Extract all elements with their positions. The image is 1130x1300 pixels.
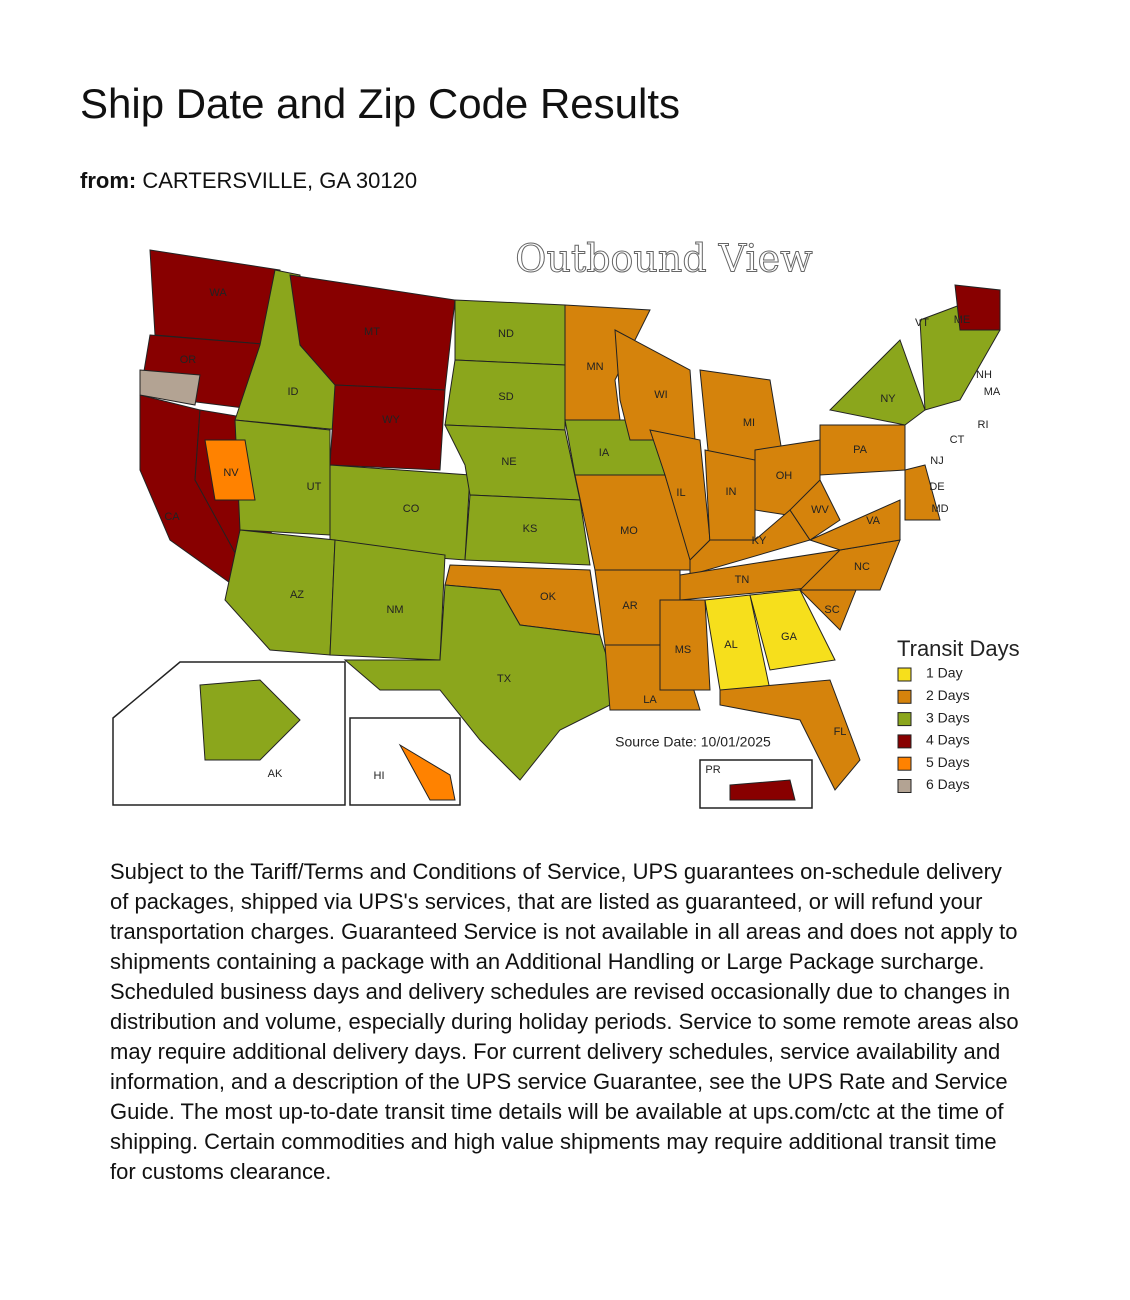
state-label: UT xyxy=(307,481,322,493)
state-label: CO xyxy=(403,503,420,515)
legend-label: 3 Days xyxy=(926,709,970,725)
state-label: VA xyxy=(866,515,881,527)
puerto-rico-inset xyxy=(699,759,813,809)
state-label: AK xyxy=(268,768,283,780)
state-label: SD xyxy=(498,391,513,403)
state-label: CA xyxy=(164,511,180,523)
state-label: NJ xyxy=(930,455,943,467)
state-label: FL xyxy=(834,726,847,738)
region xyxy=(343,584,621,781)
state-label: MO xyxy=(620,525,638,537)
map-title: Outbound View xyxy=(515,237,813,281)
region xyxy=(564,304,651,421)
legend-swatch xyxy=(897,689,912,704)
region xyxy=(398,743,456,801)
region xyxy=(789,479,841,541)
state-label: ME xyxy=(954,314,971,326)
state-label: RI xyxy=(978,419,989,431)
state-label: NH xyxy=(976,369,992,381)
region xyxy=(904,464,941,521)
state-label: NV xyxy=(223,467,239,479)
region xyxy=(329,539,446,661)
state-label: WA xyxy=(209,287,227,299)
state-label: ID xyxy=(288,386,299,398)
state-label: GA xyxy=(781,631,798,643)
state-label: HI xyxy=(374,770,385,782)
hawaii-inset xyxy=(349,717,461,806)
state-label: AZ xyxy=(290,589,304,601)
state-label: MT xyxy=(364,326,380,338)
legend-swatch xyxy=(897,756,912,771)
origin: from: CARTERSVILLE, GA 30120 xyxy=(80,168,417,194)
state-label: NE xyxy=(501,456,516,468)
state-label: MI xyxy=(743,417,755,429)
state-label: OH xyxy=(776,470,793,482)
state-label: MD xyxy=(931,503,948,515)
disclaimer: Subject to the Tariff/Terms and Conditio… xyxy=(110,859,1019,1184)
region xyxy=(199,679,301,761)
legend-swatch xyxy=(897,712,912,727)
origin-value: CARTERSVILLE, GA 30120 xyxy=(142,168,418,193)
state-label: WV xyxy=(811,504,829,516)
region xyxy=(659,599,711,691)
state-label: KY xyxy=(752,535,767,547)
state-label: NC xyxy=(854,561,870,573)
legend-label: 4 Days xyxy=(926,732,970,748)
alaska-inset xyxy=(112,661,346,806)
region xyxy=(749,589,836,671)
region xyxy=(719,679,861,791)
legend-title: Transit Days xyxy=(897,636,1020,661)
region xyxy=(464,494,591,566)
state-label: WY xyxy=(382,414,400,426)
region xyxy=(828,339,926,426)
state-label: LA xyxy=(643,694,657,706)
state-label: OR xyxy=(180,354,197,366)
legend-swatch xyxy=(897,734,912,749)
state-label: AR xyxy=(622,600,637,612)
transit-map: Outbound View Source Date: 10/01/2025 Tr… xyxy=(112,236,1020,809)
region xyxy=(808,499,901,551)
region xyxy=(204,439,256,501)
state-label: KS xyxy=(523,523,538,535)
legend-label: 2 Days xyxy=(926,687,970,703)
state-label: TX xyxy=(497,673,512,685)
state-label: MA xyxy=(984,386,1001,398)
state-label: ND xyxy=(498,328,514,340)
region xyxy=(954,284,1001,331)
state-label: PR xyxy=(705,764,720,776)
state-label: AL xyxy=(724,639,737,651)
source-date: Source Date: 10/01/2025 xyxy=(615,734,771,750)
legend-swatch xyxy=(897,779,912,793)
state-label: IA xyxy=(599,447,610,459)
legend-label: 1 Day xyxy=(926,665,963,681)
region xyxy=(224,529,336,656)
state-label: DE xyxy=(929,481,944,493)
state-label: CT xyxy=(950,434,965,446)
state-label: WI xyxy=(654,389,667,401)
region xyxy=(614,329,696,441)
page-title: Ship Date and Zip Code Results xyxy=(80,80,680,127)
state-label: IN xyxy=(726,486,737,498)
state-label: MN xyxy=(586,361,603,373)
region xyxy=(329,384,446,471)
region xyxy=(729,779,796,801)
state-label: PA xyxy=(853,444,868,456)
origin-label: from: xyxy=(80,168,137,193)
state-label: VT xyxy=(915,317,929,329)
state-label: NM xyxy=(386,604,403,616)
state-label: NY xyxy=(880,393,896,405)
legend-label: 5 Days xyxy=(926,754,970,770)
state-label: OK xyxy=(540,591,557,603)
state-label: IL xyxy=(676,487,685,499)
legend-label: 6 Days xyxy=(926,776,970,792)
state-label: MS xyxy=(675,644,692,656)
region xyxy=(139,369,201,406)
legend-swatch xyxy=(897,667,912,682)
state-label: TN xyxy=(735,574,750,586)
state-label: SC xyxy=(824,604,839,616)
